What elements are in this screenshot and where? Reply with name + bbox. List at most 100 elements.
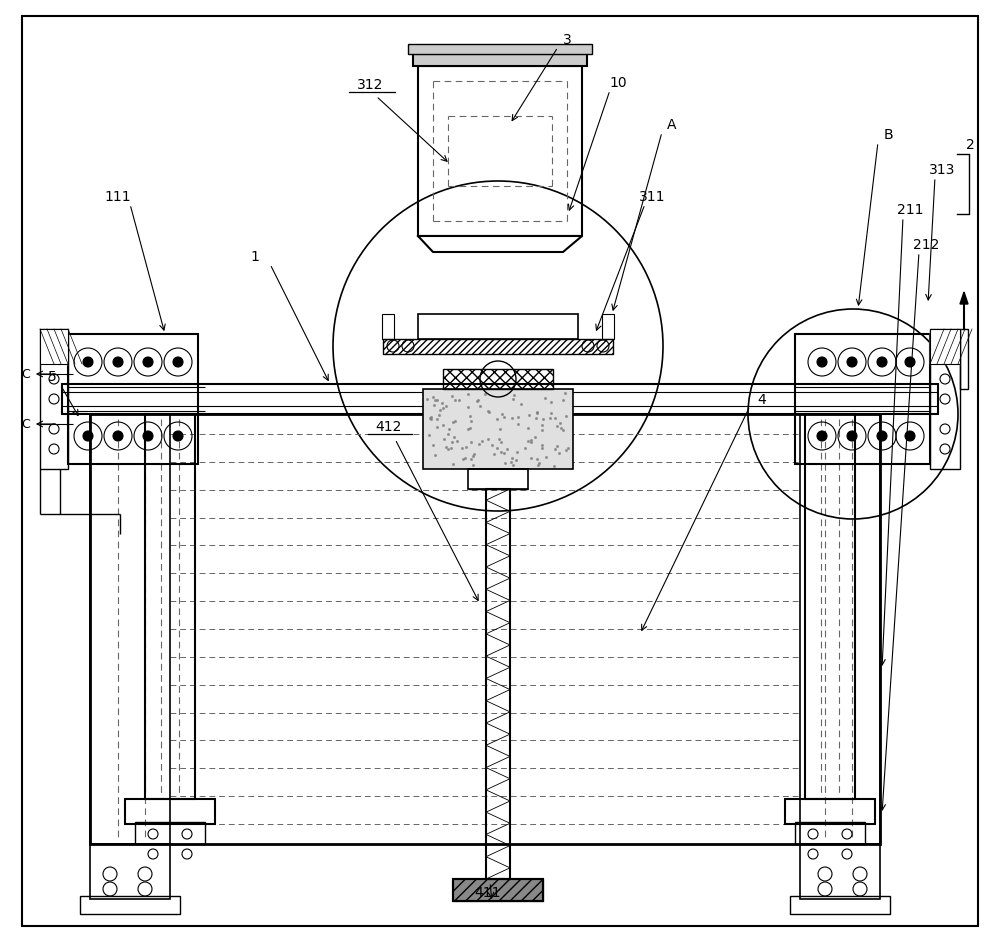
Point [435,418,451,433]
Point [530,458,546,473]
Point [427,448,443,464]
Circle shape [877,431,887,442]
Text: 10: 10 [609,76,627,90]
Circle shape [83,358,93,367]
Point [445,415,461,430]
Point [547,442,563,457]
Bar [453,879,543,901]
Bar [800,414,880,844]
Point [506,388,522,403]
Point [486,447,502,463]
Point [560,441,576,456]
Point [472,399,488,414]
Point [528,411,544,426]
Point [497,456,513,471]
Point [419,393,435,408]
Circle shape [877,358,887,367]
Point [493,446,509,461]
Point [549,419,565,434]
Point [547,412,563,427]
Point [444,389,460,404]
Point [462,410,478,425]
Point [504,451,520,466]
Point [557,386,573,401]
Point [449,434,465,449]
Point [445,457,461,472]
Point [555,423,571,438]
Text: B: B [883,127,893,142]
Bar [413,55,587,67]
Point [558,409,574,424]
Point [438,398,454,413]
Text: 211: 211 [897,203,923,217]
Text: 313: 313 [929,162,955,177]
Point [480,432,496,447]
Text: 1: 1 [251,250,259,263]
Point [489,442,505,457]
Circle shape [847,431,857,442]
Point [455,452,471,467]
Text: C: C [22,368,30,381]
Point [444,435,460,450]
Point [503,455,519,470]
Text: A: A [667,118,677,132]
Point [432,403,448,418]
Point [469,394,485,409]
Point [517,442,533,457]
Text: 212: 212 [913,238,939,252]
Bar [468,469,528,490]
Point [505,459,521,474]
Point [496,410,512,425]
Text: 5: 5 [48,370,56,383]
Point [523,435,539,450]
Point [458,440,474,455]
Text: 312: 312 [357,78,383,92]
Point [484,438,500,453]
Point [423,413,439,428]
Bar [805,414,855,800]
Point [470,394,486,409]
Point [443,441,459,456]
Point [429,420,445,435]
Point [520,434,536,449]
Point [538,450,554,465]
Text: 2: 2 [966,138,974,152]
Point [527,430,543,445]
Text: 4: 4 [758,393,766,407]
Bar [408,45,592,55]
Circle shape [847,358,857,367]
Bar [418,67,582,237]
Bar [790,896,890,914]
Point [426,398,442,413]
Polygon shape [930,329,960,364]
Point [555,393,571,408]
Point [499,443,515,458]
Point [520,421,536,436]
Bar [90,414,880,844]
Point [552,416,568,431]
Bar [486,490,510,879]
Point [466,447,482,463]
Point [510,417,526,432]
Point [427,393,443,408]
Bar [90,844,170,899]
Point [431,408,447,423]
Bar [795,334,930,464]
Point [508,453,524,468]
Point [504,412,520,427]
Bar [960,329,968,390]
Bar [80,896,180,914]
Bar [602,314,614,340]
Point [521,408,537,423]
Point [465,448,481,464]
Bar [800,844,880,899]
Point [460,387,476,402]
Bar [62,384,938,414]
Bar [383,340,613,355]
Point [543,406,559,421]
Point [492,422,508,437]
Point [463,435,479,450]
Point [436,431,452,447]
Polygon shape [960,293,968,305]
Point [471,437,487,452]
